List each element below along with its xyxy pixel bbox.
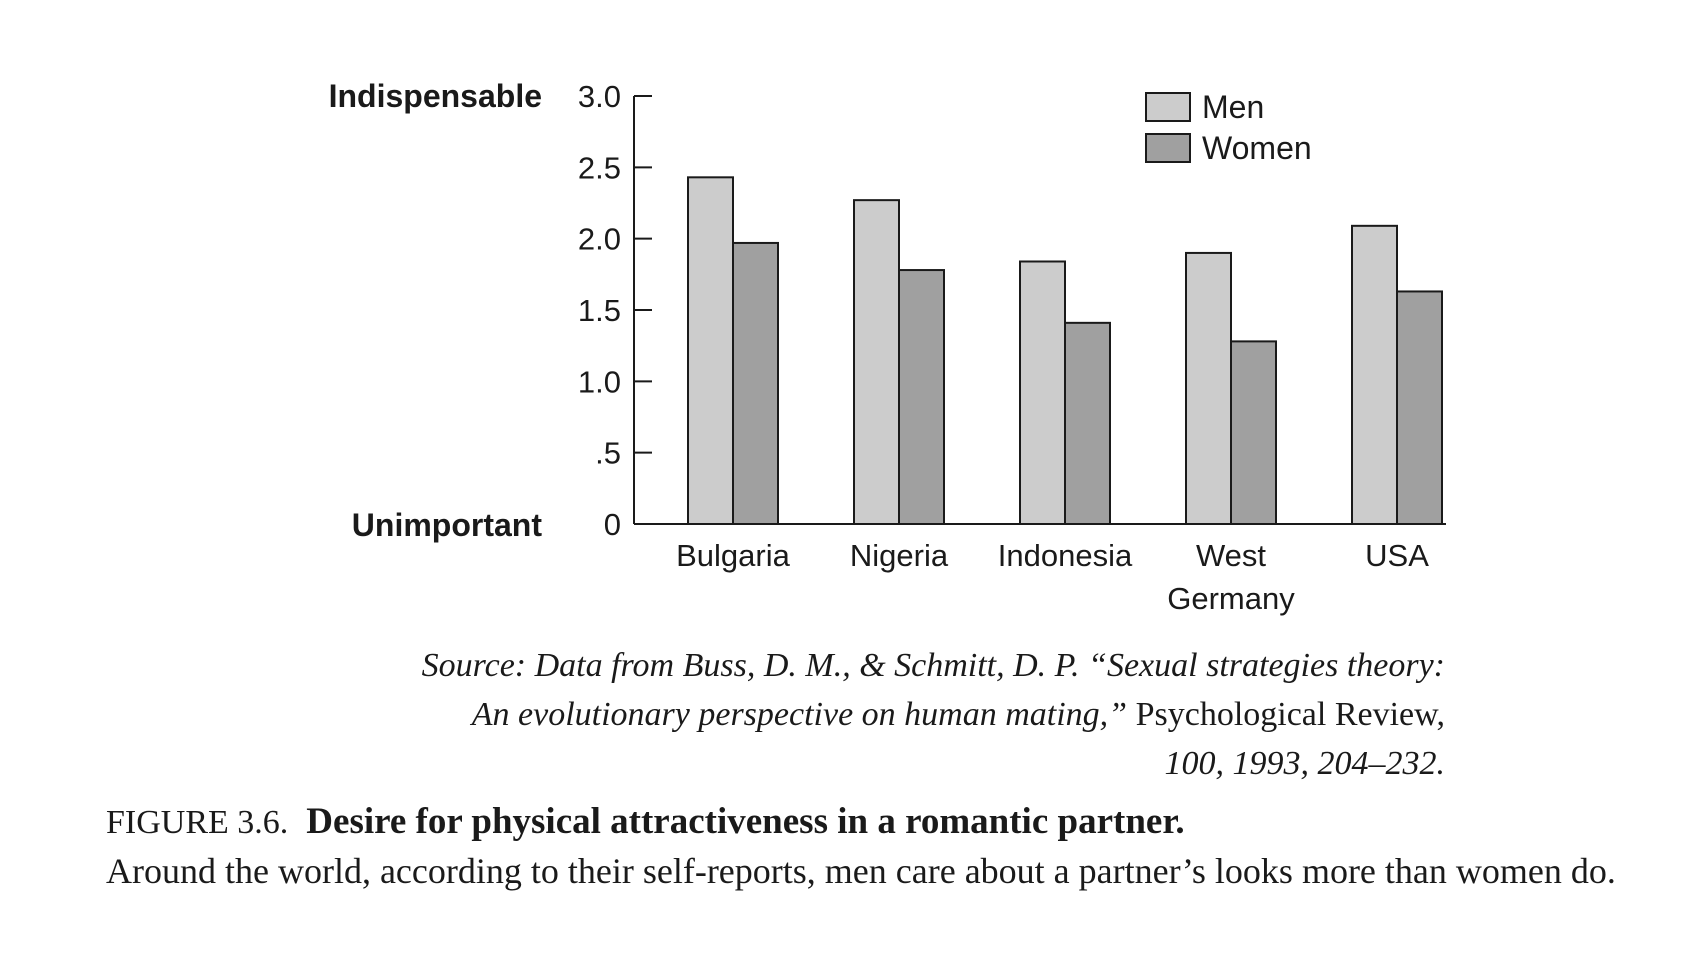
y-tick-label: 3.0 xyxy=(578,79,621,114)
bar-chart: 0 .5 1.0 1.5 2.0 2.5 3.0 Bulgaria Nigeria Indone… xyxy=(329,78,1446,616)
legend-swatch-women xyxy=(1145,133,1191,163)
bar-women-0 xyxy=(732,241,779,526)
source-note: Source: Data from Buss, D. M., & Schmitt… xyxy=(240,641,1445,788)
legend: Men Women xyxy=(1145,89,1312,166)
figure-caption-text: Around the world, according to their sel… xyxy=(106,851,1616,891)
bar-men-2 xyxy=(1019,260,1066,525)
bar-women-1 xyxy=(898,269,945,526)
source-journal: Psychological Review, xyxy=(1135,696,1445,733)
x-tick-label: Indonesia xyxy=(998,538,1133,573)
legend-swatch-men xyxy=(1145,92,1191,122)
x-tick-label: USA xyxy=(1365,538,1429,573)
source-line-3: 100, 1993, 204–232. xyxy=(1164,745,1446,782)
y-tick-label: 2.5 xyxy=(578,150,621,185)
legend-label-men: Men xyxy=(1202,89,1264,125)
x-tick-label: West Germany xyxy=(1167,538,1295,616)
x-axis-labels: Bulgaria Nigeria Indonesia West Germany USA xyxy=(676,538,1429,616)
bar-women-3 xyxy=(1230,340,1277,525)
y-tick-label: 1.0 xyxy=(578,364,621,399)
y-axis: 0 .5 1.0 1.5 2.0 2.5 3.0 xyxy=(578,79,1446,542)
y-tick-label: .5 xyxy=(595,436,621,471)
y-anchor-label-top: Indispensable xyxy=(329,78,542,114)
y-tick-label: 2.0 xyxy=(578,222,621,257)
bar-men-3 xyxy=(1185,251,1232,526)
x-tick-label: Nigeria xyxy=(850,538,949,573)
figure-title: Desire for physical attractiveness in a … xyxy=(306,801,1185,842)
bars xyxy=(687,176,1443,526)
x-tick-label: Bulgaria xyxy=(676,538,790,573)
figure-label: FIGURE 3.6. xyxy=(106,804,289,841)
source-line-1: Source: Data from Buss, D. M., & Schmitt… xyxy=(421,647,1445,684)
y-tick-label: 0 xyxy=(604,507,621,542)
y-tick-label: 1.5 xyxy=(578,293,621,328)
bar-women-2 xyxy=(1064,321,1111,525)
bar-men-4 xyxy=(1351,224,1398,525)
source-line-2: An evolutionary perspective on human mat… xyxy=(240,690,1445,739)
bar-women-4 xyxy=(1396,290,1443,525)
y-anchor-label-bottom: Unimportant xyxy=(352,507,543,543)
source-article-title: An evolutionary perspective on human mat… xyxy=(471,696,1128,733)
bar-men-0 xyxy=(687,176,734,525)
bar-men-1 xyxy=(853,199,900,525)
figure-caption: FIGURE 3.6. Desire for physical attracti… xyxy=(106,797,1666,896)
legend-label-women: Women xyxy=(1202,130,1312,166)
